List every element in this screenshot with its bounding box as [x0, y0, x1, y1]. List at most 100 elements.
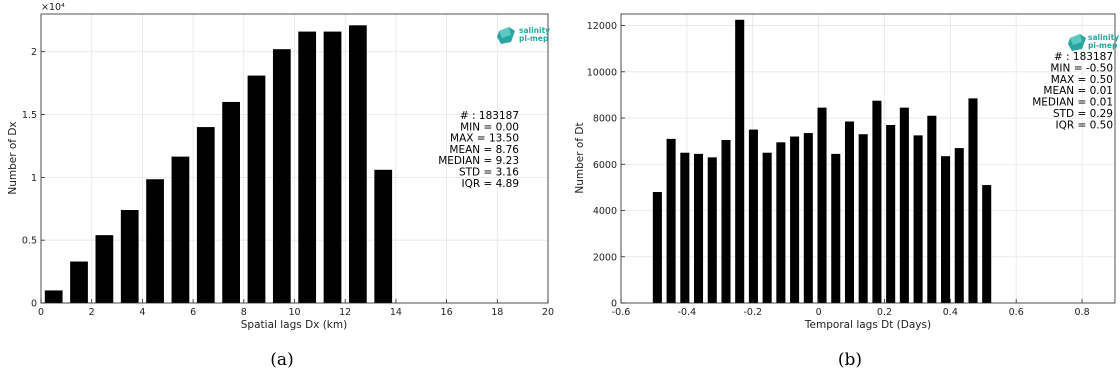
histogram-bar — [982, 185, 992, 303]
x-tick-label: 0 — [816, 307, 822, 318]
histogram-bar — [323, 31, 342, 303]
histogram-bar — [44, 290, 63, 303]
plot-area-b — [621, 14, 1115, 303]
histogram-bar — [954, 148, 964, 303]
histogram-bar — [899, 107, 909, 303]
stat-line: MIN = 0.00 — [460, 121, 519, 133]
histogram-bar — [844, 121, 855, 304]
bars-a — [44, 25, 393, 304]
histogram-bar — [171, 156, 190, 303]
stat-line: # : 183187 — [1054, 51, 1113, 63]
histogram-bar — [748, 129, 758, 303]
x-tick-label: 0 — [38, 307, 44, 318]
y-tick-label: 0.5 — [22, 236, 37, 247]
histogram-bar — [196, 127, 215, 303]
y-ticks-a: 0 0.5 1 1.5 2 — [22, 47, 45, 310]
stat-line: MIN = -0.50 — [1050, 62, 1113, 74]
histogram-bar — [858, 134, 868, 303]
x-tick-label: 2 — [89, 307, 95, 318]
histogram-bar — [790, 136, 800, 303]
x-axis-label-b: Temporal lags Dt (Days) — [804, 319, 931, 331]
x-tick-label: -0.6 — [612, 307, 631, 318]
histogram-bar — [349, 25, 367, 304]
histogram-bar — [776, 142, 786, 303]
salinity-logo-icon-shade — [1070, 34, 1082, 45]
x-tick-label: 8 — [241, 307, 247, 318]
y-tick-label: 1 — [31, 173, 37, 184]
histogram-bar — [120, 210, 139, 303]
stat-line: MAX = 0.50 — [1051, 74, 1113, 86]
histogram-bar — [803, 133, 813, 303]
y-tick-label: 0 — [31, 299, 37, 310]
histogram-bar — [70, 261, 88, 303]
x-tick-label: 20 — [542, 307, 554, 318]
y-tick-label: 1.5 — [22, 110, 37, 121]
histogram-bar — [872, 100, 882, 303]
stat-line: MEAN = 8.76 — [449, 144, 519, 156]
x-tick-label: 14 — [390, 307, 402, 318]
x-tick-label: 0.8 — [1075, 307, 1090, 318]
stat-line: MEAN = 0.01 — [1043, 85, 1113, 97]
logo-text-line2: pi-mep — [1088, 41, 1118, 50]
y-tick-label: 8000 — [593, 114, 617, 125]
x-axis-label-a: Spatial lags Dx (km) — [241, 319, 347, 331]
logo-text-line1: salinity — [519, 26, 550, 35]
histogram-bar — [927, 115, 937, 303]
y-ticks-b: 0 2000 4000 6000 8000 10000 12000 — [587, 21, 625, 310]
y-axis-label-b: Number of Dt — [574, 122, 586, 193]
bars-b — [652, 19, 992, 304]
histogram-bar — [222, 101, 240, 304]
x-tick-label: 12 — [339, 307, 351, 318]
histogram-bar — [247, 75, 266, 303]
histogram-bar — [298, 31, 317, 303]
histogram-bar — [940, 156, 951, 303]
histogram-bar — [272, 49, 291, 303]
histogram-bar — [146, 179, 164, 303]
y-axis-label-a: Number of Dx — [7, 121, 19, 194]
stat-line: STD = 3.16 — [459, 167, 519, 179]
x-ticks-b: -0.6 -0.4 -0.2 0 0.2 0.4 0.6 0.8 — [612, 299, 1090, 318]
histogram-bar — [374, 169, 393, 303]
histogram-bar — [693, 153, 704, 303]
histogram-bar — [95, 235, 114, 303]
stat-line: MAX = 13.50 — [450, 133, 519, 145]
histogram-bar — [735, 19, 745, 304]
x-tick-label: 16 — [441, 307, 453, 318]
histogram-bar — [886, 124, 896, 303]
logo-b: salinity pi-mep — [1068, 33, 1119, 51]
stat-line: IQR = 0.50 — [1055, 119, 1113, 131]
panel-b: -0.6 -0.4 -0.2 0 0.2 0.4 0.6 0.8 0 2000 4000 6000 8… — [574, 13, 1119, 370]
histogram-bar — [831, 153, 841, 303]
y-tick-label: 12000 — [587, 21, 617, 32]
panel-a: 0 2 4 6 8 10 12 14 16 18 20 0 0.5 1 1.5 2 ×10⁴ Spatial… — [7, 2, 554, 370]
histogram-bar — [817, 107, 827, 303]
histogram-bar — [680, 152, 690, 303]
y-tick-label: 0 — [611, 299, 617, 310]
stat-line: # : 183187 — [460, 110, 519, 122]
y-exponent-a: ×10⁴ — [41, 2, 65, 13]
axes-box-b — [620, 13, 1116, 304]
x-tick-label: 4 — [139, 307, 145, 318]
caption-a: (a) — [270, 350, 293, 370]
x-tick-label: 0.6 — [1009, 307, 1024, 318]
histogram-bar — [707, 157, 717, 303]
y-tick-label: 2 — [31, 47, 37, 58]
y-tick-label: 10000 — [587, 67, 617, 78]
y-tick-label: 4000 — [593, 206, 617, 217]
logo-text-line2: pi-mep — [519, 34, 549, 43]
histogram-bar — [652, 192, 662, 303]
x-tick-label: -0.4 — [678, 307, 697, 318]
salinity-logo-icon-shade — [499, 27, 511, 38]
x-tick-label: 10 — [288, 307, 300, 318]
y-tick-label: 6000 — [593, 160, 617, 171]
stat-line: IQR = 4.89 — [461, 178, 519, 190]
histogram-bar — [968, 98, 978, 303]
logo-text-line1: salinity — [1088, 33, 1119, 42]
x-tick-label: 6 — [190, 307, 196, 318]
x-tick-label: 0.2 — [877, 307, 892, 318]
stat-line: STD = 0.29 — [1053, 108, 1113, 120]
y-tick-label: 2000 — [593, 252, 617, 263]
